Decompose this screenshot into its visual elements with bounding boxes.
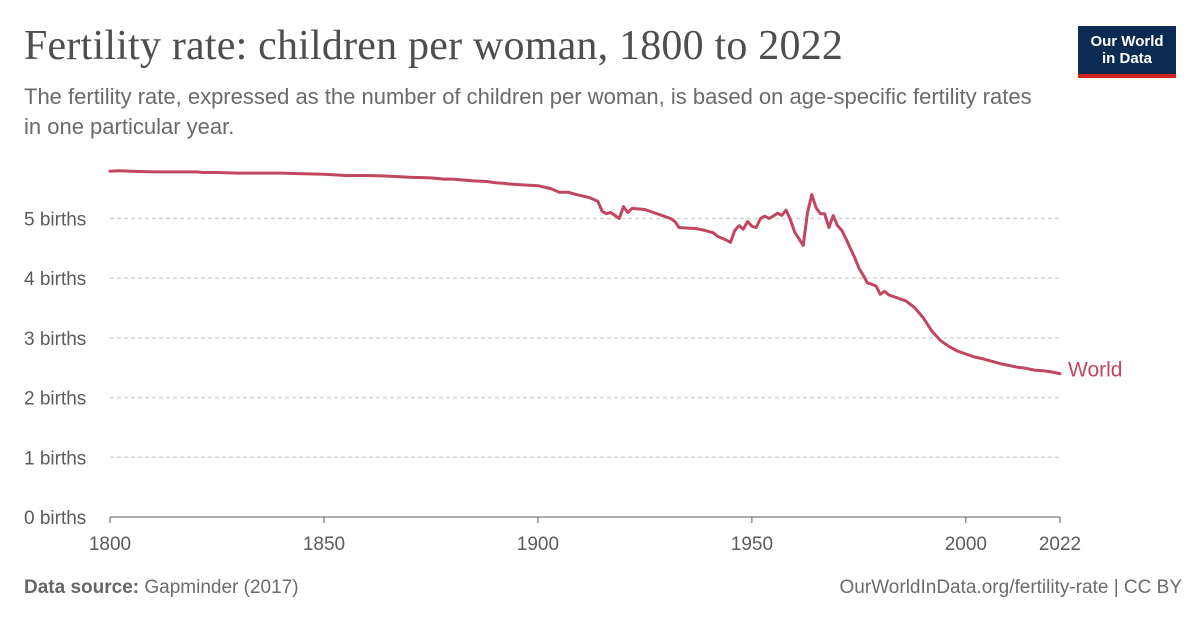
y-tick-label: 0 births: [24, 508, 86, 529]
data-source: Data source: Gapminder (2017): [24, 577, 299, 599]
y-tick-label: 3 births: [24, 329, 86, 350]
owid-logo-text: Our World in Data: [1090, 33, 1163, 67]
series-label-world[interactable]: World: [1068, 359, 1122, 382]
series-layer: World: [108, 169, 1122, 382]
chart-subtitle: The fertility rate, expressed as the num…: [24, 84, 1032, 139]
y-tick-label: 1 births: [24, 448, 86, 469]
series-line-world[interactable]: [108, 169, 1062, 376]
y-tick-label: 5 births: [24, 210, 86, 231]
line-chart: 0 births 1 births 2 births 3 births 4 births…: [24, 169, 1122, 555]
x-tick-label: 1850: [303, 534, 345, 555]
x-tick-label: 1800: [89, 534, 131, 555]
y-tick-label: 2 births: [24, 389, 86, 410]
x-tick-label: 1950: [731, 534, 773, 555]
x-tick-label: 1900: [517, 534, 559, 555]
y-axis-ticks: 0 births 1 births 2 births 3 births 4 births…: [24, 210, 86, 530]
chart-title: Fertility rate: children per woman, 1800…: [24, 23, 844, 69]
x-axis: 1800 1850 1900 1950 2000 2022: [89, 516, 1081, 555]
license-link[interactable]: OurWorldInData.org/fertility-rate | CC B…: [839, 577, 1182, 598]
data-source-value[interactable]: Gapminder (2017): [144, 577, 299, 598]
x-tick-label: 2000: [945, 534, 987, 555]
y-tick-label: 4 births: [24, 269, 86, 290]
owid-logo-line1: Our World: [1090, 33, 1164, 50]
data-source-label: Data source:: [24, 577, 140, 598]
owid-logo-line2: in Data: [1101, 50, 1152, 67]
x-tick-label: 2022: [1039, 534, 1081, 555]
owid-logo[interactable]: Our World in Data: [1078, 26, 1176, 78]
grid-lines: [110, 217, 1060, 459]
